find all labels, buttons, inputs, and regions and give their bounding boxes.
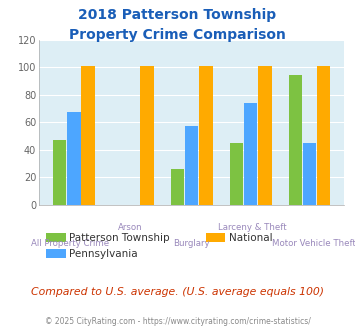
Bar — [53, 140, 66, 205]
Bar — [244, 103, 257, 205]
Text: © 2025 CityRating.com - https://www.cityrating.com/crime-statistics/: © 2025 CityRating.com - https://www.city… — [45, 317, 310, 326]
Bar — [81, 66, 95, 205]
Text: Burglary: Burglary — [173, 239, 210, 248]
Text: Motor Vehicle Theft: Motor Vehicle Theft — [272, 239, 355, 248]
Bar — [317, 66, 331, 205]
Text: Pennsylvania: Pennsylvania — [69, 249, 138, 259]
Bar — [289, 75, 302, 205]
Text: Arson: Arson — [118, 223, 143, 232]
Bar — [140, 66, 154, 205]
Bar — [258, 66, 272, 205]
Bar — [230, 143, 243, 205]
Text: Patterson Township: Patterson Township — [69, 233, 170, 243]
Text: All Property Crime: All Property Crime — [31, 239, 109, 248]
Text: Property Crime Comparison: Property Crime Comparison — [69, 28, 286, 42]
Text: 2018 Patterson Township: 2018 Patterson Township — [78, 8, 277, 22]
Text: Larceny & Theft: Larceny & Theft — [218, 223, 287, 232]
Bar — [185, 126, 198, 205]
Bar — [303, 143, 316, 205]
Bar — [171, 169, 184, 205]
Text: National: National — [229, 233, 273, 243]
Text: Compared to U.S. average. (U.S. average equals 100): Compared to U.S. average. (U.S. average … — [31, 287, 324, 297]
Bar — [67, 113, 81, 205]
Bar — [199, 66, 213, 205]
